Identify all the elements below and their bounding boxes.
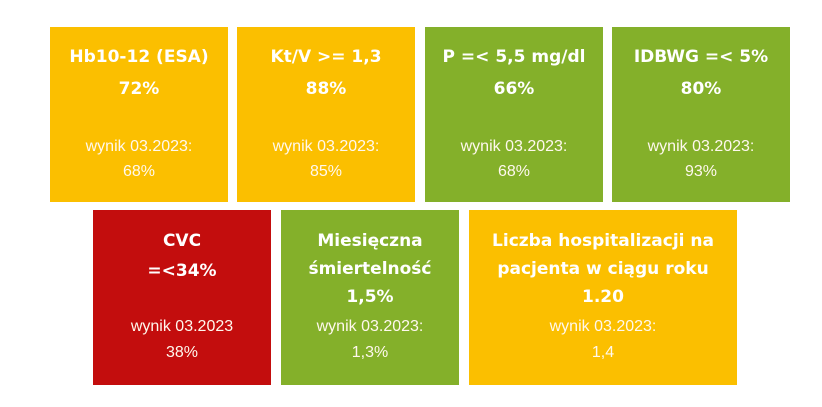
tile-title: =<34% (147, 261, 217, 281)
tile-result: wynik 03.2023: (316, 318, 424, 335)
tile-result: wynik 03.2023: (85, 138, 193, 155)
tile-result: 1,4 (591, 344, 615, 361)
tile-title: 1,5% (346, 287, 394, 307)
tile-title: 66% (493, 79, 535, 99)
tile-result: 68% (497, 163, 531, 180)
tile-title: śmiertelność (308, 259, 432, 279)
tile-title: Liczba hospitalizacji na (492, 231, 714, 251)
tile-result: wynik 03.2023 (130, 318, 234, 335)
tile-title: 88% (305, 79, 347, 99)
tile-title: Kt/V >= 1,3 (270, 47, 382, 67)
tile-result: 93% (684, 163, 718, 180)
tile-result: 68% (122, 163, 156, 180)
tile-title: Hb10-12 (ESA) (69, 47, 209, 67)
tile-result: 85% (309, 163, 343, 180)
tile-title: CVC (162, 231, 202, 251)
tile-title: Miesięczna (317, 231, 423, 251)
kpi-tile: Kt/V >= 1,3 88% wynik 03.2023: 85% (237, 27, 415, 202)
tile-title: pacjenta w ciągu roku (497, 259, 709, 279)
tile-result: 38% (165, 344, 199, 361)
kpi-tile: P =< 5,5 mg/dl 66% wynik 03.2023: 68% (425, 27, 603, 202)
kpi-tile: CVC =<34% wynik 03.2023 38% (93, 210, 271, 385)
tile-title: 80% (680, 79, 722, 99)
tile-result: wynik 03.2023: (549, 318, 657, 335)
tile-result: wynik 03.2023: (460, 138, 568, 155)
tile-result: wynik 03.2023: (647, 138, 755, 155)
tile-result: 1,3% (351, 344, 389, 361)
kpi-tile: IDBWG =< 5% 80% wynik 03.2023: 93% (612, 27, 790, 202)
kpi-tile: Miesięczna śmiertelność 1,5% wynik 03.2023:… (281, 210, 459, 385)
tile-title: 72% (118, 79, 160, 99)
kpi-tile: Liczba hospitalizacji na pacjenta w ciągu… (469, 210, 737, 385)
tile-result: wynik 03.2023: (272, 138, 380, 155)
tile-title: 1.20 (582, 287, 624, 307)
tile-title: IDBWG =< 5% (633, 47, 769, 67)
tile-title: P =< 5,5 mg/dl (442, 47, 586, 67)
kpi-tile: Hb10-12 (ESA) 72% wynik 03.2023: 68% (50, 27, 228, 202)
